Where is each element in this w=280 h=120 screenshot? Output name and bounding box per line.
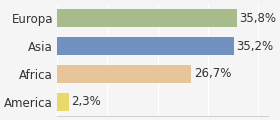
Text: 26,7%: 26,7% bbox=[194, 67, 231, 80]
Text: 2,3%: 2,3% bbox=[71, 95, 101, 108]
Text: 35,8%: 35,8% bbox=[240, 12, 277, 25]
Bar bbox=[57, 37, 234, 55]
Bar bbox=[57, 9, 237, 27]
Bar bbox=[57, 93, 69, 111]
Text: 35,2%: 35,2% bbox=[237, 40, 274, 53]
Bar bbox=[57, 65, 191, 83]
